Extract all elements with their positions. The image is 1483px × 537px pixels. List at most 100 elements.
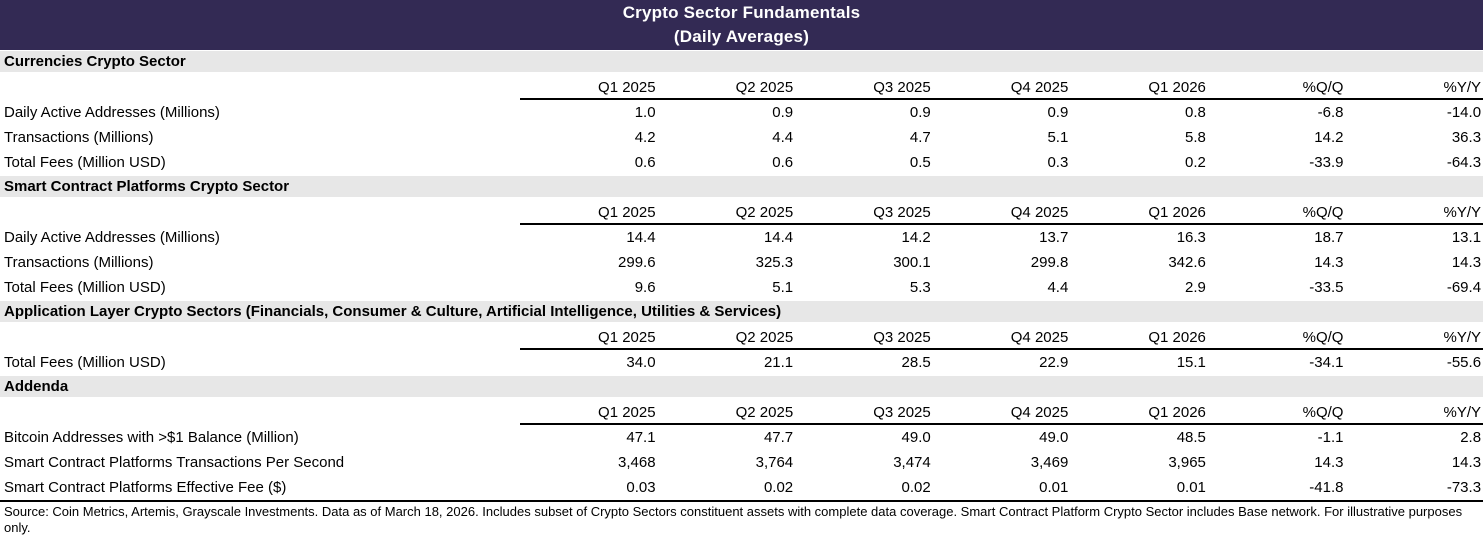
table-cell: 5.1 xyxy=(1047,129,1069,146)
table-cell: -41.8 xyxy=(1309,479,1344,496)
table-cell: 299.6 xyxy=(618,254,656,271)
table-row: Daily Active Addresses (Millions) 1.0 0.… xyxy=(0,100,1483,125)
table-cell: 5.1 xyxy=(772,279,794,296)
column-header: Q4 2025 xyxy=(1010,404,1069,421)
table-cell: 0.6 xyxy=(772,154,794,171)
column-header: Q2 2025 xyxy=(735,404,794,421)
column-header-spacer xyxy=(0,325,520,350)
column-header: Q1 2026 xyxy=(1148,79,1206,96)
column-header: %Q/Q xyxy=(1302,204,1344,221)
table-cell: 21.1 xyxy=(763,354,794,371)
table-cell: 0.9 xyxy=(1047,104,1069,121)
table-cell: 3,965 xyxy=(1168,454,1206,471)
table-cell: 49.0 xyxy=(1039,429,1069,446)
column-header-row: Q1 2025 Q2 2025 Q3 2025 Q4 2025 Q1 2026 … xyxy=(0,325,1483,350)
row-label: Total Fees (Million USD) xyxy=(4,354,166,371)
column-header-row: Q1 2025 Q2 2025 Q3 2025 Q4 2025 Q1 2026 … xyxy=(0,200,1483,225)
table-cell: 9.6 xyxy=(634,279,656,296)
row-label: Daily Active Addresses (Millions) xyxy=(4,229,220,246)
table-cell: 0.8 xyxy=(1185,104,1206,121)
table-cell: 0.9 xyxy=(772,104,794,121)
column-header: Q2 2025 xyxy=(735,79,794,96)
column-header: Q3 2025 xyxy=(873,329,931,346)
column-header: %Y/Y xyxy=(1443,79,1482,96)
table-cell: 1.0 xyxy=(634,104,656,121)
page-title: Crypto Sector Fundamentals xyxy=(622,3,861,22)
table-cell: 4.4 xyxy=(772,129,794,146)
column-header-row: Q1 2025 Q2 2025 Q3 2025 Q4 2025 Q1 2026 … xyxy=(0,75,1483,100)
table-cell: 3,468 xyxy=(618,454,656,471)
table-cell: 0.02 xyxy=(763,479,794,496)
table-cell: 342.6 xyxy=(1168,254,1206,271)
column-header: %Y/Y xyxy=(1443,329,1482,346)
row-label: Total Fees (Million USD) xyxy=(4,154,166,171)
table-cell: 0.5 xyxy=(909,154,931,171)
column-header: %Q/Q xyxy=(1302,79,1344,96)
table-cell: 5.8 xyxy=(1185,129,1206,146)
table-row: Transactions (Millions) 4.2 4.4 4.7 5.1 … xyxy=(0,125,1483,150)
table-cell: 14.2 xyxy=(1314,129,1344,146)
table-cell: 18.7 xyxy=(1314,229,1344,246)
column-header: Q1 2025 xyxy=(598,404,656,421)
table-cell: 2.8 xyxy=(1460,429,1482,446)
column-header: Q2 2025 xyxy=(735,204,794,221)
column-header: Q4 2025 xyxy=(1010,79,1069,96)
table-row: Transactions (Millions) 299.6 325.3 300.… xyxy=(0,250,1483,275)
column-header: Q1 2025 xyxy=(598,204,656,221)
section-header-smart-contract-platforms: Smart Contract Platforms Crypto Sector xyxy=(0,176,1483,197)
table-cell: -64.3 xyxy=(1446,154,1482,171)
row-label: Smart Contract Platforms Transactions Pe… xyxy=(4,454,345,471)
table-cell: 14.4 xyxy=(626,229,656,246)
table-cell: -73.3 xyxy=(1446,479,1482,496)
table-cell: -1.1 xyxy=(1317,429,1344,446)
row-label: Bitcoin Addresses with >$1 Balance (Mill… xyxy=(4,429,299,446)
section-header-addenda: Addenda xyxy=(0,376,1483,397)
section-header-currencies: Currencies Crypto Sector xyxy=(0,51,1483,72)
table-row: Total Fees (Million USD) 9.6 5.1 5.3 4.4… xyxy=(0,275,1483,300)
column-header: Q4 2025 xyxy=(1010,204,1069,221)
column-header: Q1 2025 xyxy=(598,329,656,346)
column-header: Q1 2026 xyxy=(1148,204,1206,221)
table-cell: -6.8 xyxy=(1317,104,1344,121)
table-cell: 300.1 xyxy=(893,254,931,271)
row-label: Smart Contract Platforms Effective Fee (… xyxy=(4,479,287,496)
table-cell: 14.3 xyxy=(1451,454,1482,471)
column-header: Q3 2025 xyxy=(873,204,931,221)
table-cell: 14.3 xyxy=(1451,254,1482,271)
table-cell: 0.03 xyxy=(626,479,656,496)
table-cell: -33.9 xyxy=(1309,154,1344,171)
table-cell: 4.2 xyxy=(634,129,656,146)
column-header: %Q/Q xyxy=(1302,404,1344,421)
table-cell: 14.2 xyxy=(901,229,931,246)
table-cell: 14.4 xyxy=(763,229,794,246)
table-cell: 49.0 xyxy=(901,429,931,446)
row-label: Transactions (Millions) xyxy=(4,129,154,146)
table-cell: 0.2 xyxy=(1185,154,1206,171)
column-header: Q1 2025 xyxy=(598,79,656,96)
table-cell: 0.01 xyxy=(1176,479,1206,496)
table-row: Bitcoin Addresses with >$1 Balance (Mill… xyxy=(0,425,1483,450)
table-cell: 28.5 xyxy=(901,354,931,371)
column-header: Q1 2026 xyxy=(1148,404,1206,421)
table-cell: 16.3 xyxy=(1176,229,1206,246)
table-row: Smart Contract Platforms Transactions Pe… xyxy=(0,450,1483,475)
table-cell: 299.8 xyxy=(1030,254,1069,271)
title-bar: Crypto Sector Fundamentals (Daily Averag… xyxy=(0,0,1483,50)
table-row: Daily Active Addresses (Millions) 14.4 1… xyxy=(0,225,1483,250)
column-header: Q4 2025 xyxy=(1010,329,1069,346)
column-header: Q3 2025 xyxy=(873,79,931,96)
table-cell: 47.1 xyxy=(626,429,656,446)
column-header: Q1 2026 xyxy=(1148,329,1206,346)
table-cell: -33.5 xyxy=(1309,279,1344,296)
column-header-spacer xyxy=(0,75,520,100)
table-cell: 0.9 xyxy=(909,104,931,121)
table-row: Total Fees (Million USD) 34.0 21.1 28.5 … xyxy=(0,350,1483,375)
table-cell: 2.9 xyxy=(1185,279,1206,296)
page-subtitle: (Daily Averages) xyxy=(673,27,810,46)
table-cell: 13.1 xyxy=(1451,229,1482,246)
table-cell: 3,469 xyxy=(1030,454,1069,471)
row-label: Total Fees (Million USD) xyxy=(4,279,166,296)
table-row: Smart Contract Platforms Effective Fee (… xyxy=(0,475,1483,500)
table-cell: 0.6 xyxy=(634,154,656,171)
